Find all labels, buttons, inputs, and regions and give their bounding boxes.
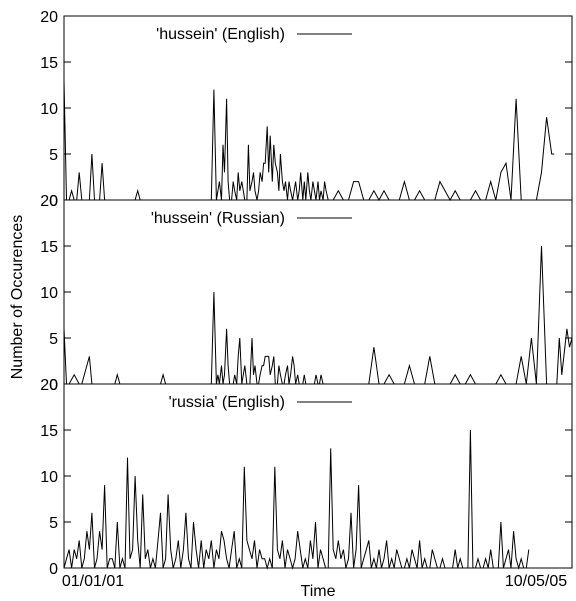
y-tick-label: 15 bbox=[40, 55, 58, 72]
y-tick-label: 15 bbox=[40, 423, 58, 440]
y-tick-label: 5 bbox=[49, 331, 58, 348]
y-tick-label: 0 bbox=[49, 561, 58, 578]
y-tick-label: 20 bbox=[40, 9, 58, 26]
legend-label-2: 'hussein' (Russian) bbox=[151, 210, 285, 227]
series-line-2 bbox=[63, 245, 573, 385]
panel-2: 0 5 10 15 20 'hussein' (Russian) bbox=[40, 193, 573, 394]
y-tick-label: 10 bbox=[40, 469, 58, 486]
y-axis-title: Number of Occurences bbox=[9, 215, 26, 380]
legend-label-1: 'hussein' (English) bbox=[156, 26, 285, 43]
x-axis-title: Time bbox=[301, 583, 336, 600]
panel-3-frame bbox=[63, 383, 573, 569]
panel-1: 0 5 10 15 20 'hussein' (English) bbox=[40, 9, 573, 210]
y-tick-label: 5 bbox=[49, 147, 58, 164]
y-tick-label: 10 bbox=[40, 101, 58, 118]
legend-label-3: 'russia' (English) bbox=[169, 394, 285, 411]
chart-panels: 0 5 10 15 20 'hussein' (English) 0 5 10 15 20 'huss… bbox=[40, 9, 573, 578]
y-tick-label: 10 bbox=[40, 285, 58, 302]
series-line-1 bbox=[63, 80, 555, 202]
series-line-3 bbox=[63, 429, 530, 570]
panel-1-frame bbox=[63, 15, 573, 201]
y-tick-label: 20 bbox=[40, 193, 58, 210]
y-tick-label: 0 bbox=[49, 377, 58, 394]
x-tick-label-start: 01/01/01 bbox=[62, 573, 124, 590]
y-tick-label: 15 bbox=[40, 239, 58, 256]
y-tick-label: 0 bbox=[49, 193, 58, 210]
panel-2-frame bbox=[63, 199, 573, 385]
panel-3: 0 5 10 15 20 'russia' (English) bbox=[40, 377, 573, 578]
y-tick-label: 20 bbox=[40, 377, 58, 394]
y-tick-label: 5 bbox=[49, 515, 58, 532]
x-tick-label-end: 10/05/05 bbox=[505, 573, 567, 590]
